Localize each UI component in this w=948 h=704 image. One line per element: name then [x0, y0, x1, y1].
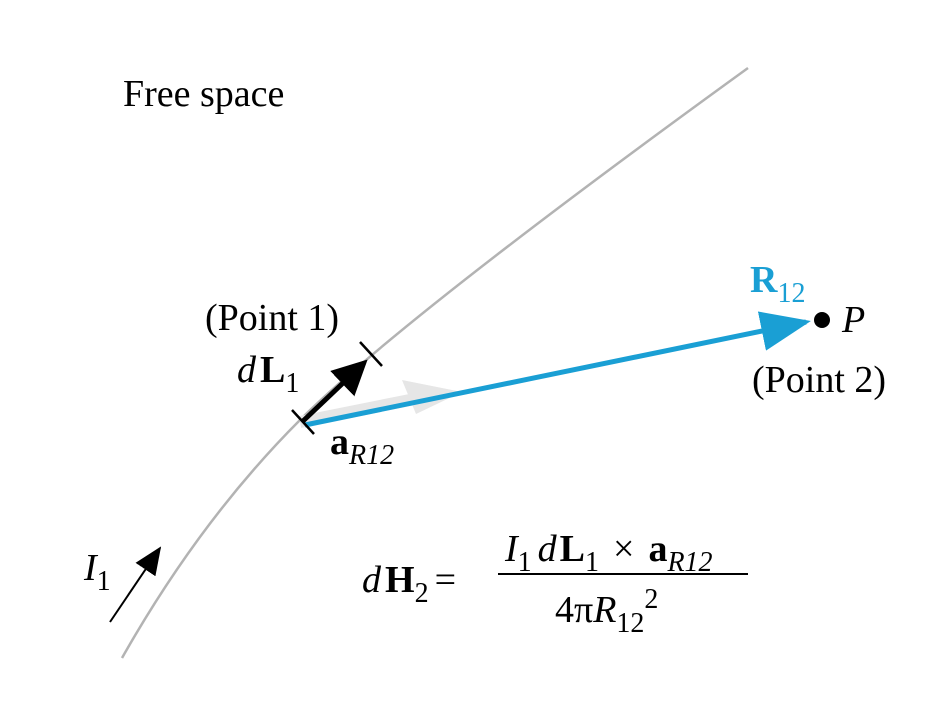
- free-space-label: Free space: [123, 73, 284, 115]
- biot-savart-equation: d H2 = I1 dL1 × aR12 4πR122: [362, 528, 748, 639]
- point-P-dot: [814, 312, 830, 328]
- dL-arrow: [300, 359, 368, 424]
- point2-label: (Point 2): [752, 359, 886, 401]
- dL1-label: d L1: [237, 349, 299, 399]
- equation-lhs: d H2 =: [362, 559, 456, 609]
- aR12-label: aR12: [330, 421, 394, 471]
- equation-denominator: 4πR122: [555, 584, 658, 639]
- equation-numerator: I1 dL1 × aR12: [504, 528, 713, 578]
- wire-curve: [120, 66, 749, 659]
- point-P-label: P: [841, 299, 865, 341]
- vector-R12-arrow: [304, 311, 811, 428]
- current-arrow: [109, 546, 162, 623]
- point1-label: (Point 1): [205, 297, 339, 339]
- dL-tick-end: [359, 341, 383, 367]
- R12-label: R12: [750, 259, 805, 309]
- dL-tick-start: [291, 409, 315, 435]
- I1-label: I1: [83, 547, 111, 597]
